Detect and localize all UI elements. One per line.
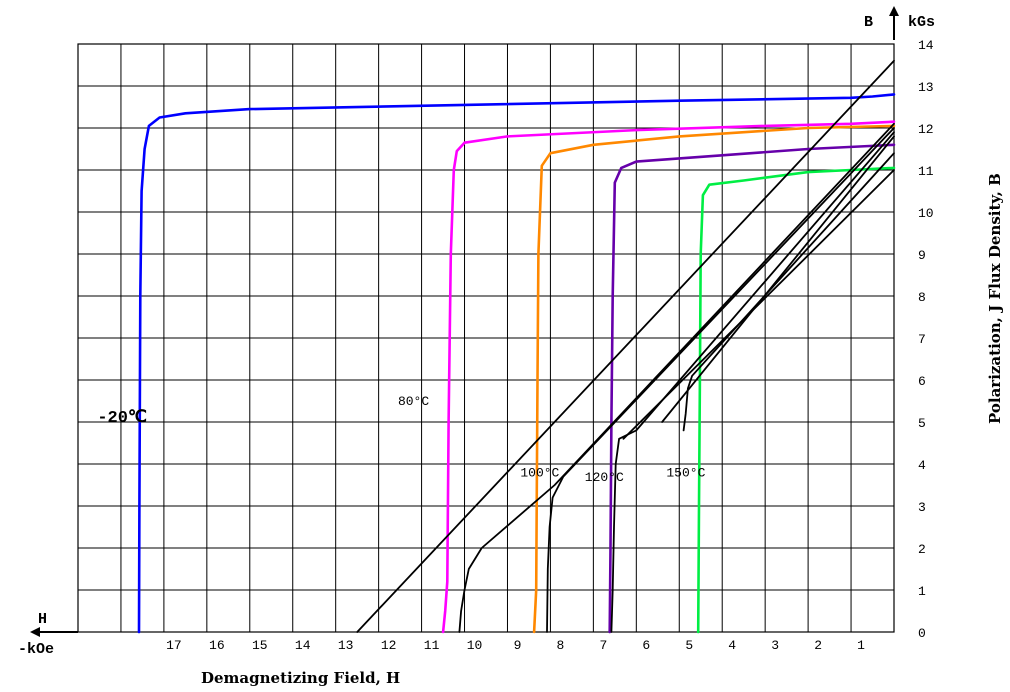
- y-axis-symbol: B: [864, 14, 873, 31]
- curve-label: 80°C: [398, 394, 429, 409]
- y-axis-unit: kGs: [908, 14, 935, 31]
- x-tick-label: 7: [599, 638, 607, 653]
- x-axis-arrowhead: [30, 627, 40, 637]
- y-tick-label: 1: [918, 584, 926, 599]
- y-tick-label: 13: [918, 80, 934, 95]
- y-tick-label: 9: [918, 248, 926, 263]
- curve-labels: -20℃ 80°C 100°C 120°C 150°C: [97, 394, 705, 485]
- y-tick-label: 4: [918, 458, 926, 473]
- x-tick-label: 13: [338, 638, 354, 653]
- curve-120-c: [608, 143, 896, 634]
- x-tick-label: 17: [166, 638, 182, 653]
- curve-normal-100: [546, 127, 895, 633]
- x-tick-label: 5: [685, 638, 693, 653]
- y-tick-label: 5: [918, 416, 926, 431]
- y-axis-label: Polarization, J Flux Density, B: [986, 173, 1004, 424]
- y-tick-label: 2: [918, 542, 926, 557]
- x-tick-label: 3: [771, 638, 779, 653]
- x-tick-label: 15: [252, 638, 268, 653]
- x-tick-label: 12: [381, 638, 397, 653]
- curve-normal-80: [458, 122, 895, 633]
- x-axis-unit: -kOe: [18, 641, 54, 658]
- curve-100-c: [532, 124, 896, 634]
- curve-normal-120b: [661, 135, 895, 423]
- curve-150-c: [696, 166, 896, 634]
- x-tick-label: 9: [514, 638, 522, 653]
- y-tick-label: 7: [918, 332, 926, 347]
- chart-curves: [137, 59, 896, 634]
- x-tick-label: 10: [467, 638, 483, 653]
- y-tick-label: 10: [918, 206, 934, 221]
- y-tick-label: 14: [918, 38, 934, 53]
- x-tick-label: 2: [814, 638, 822, 653]
- curve-label: 120°C: [585, 470, 624, 485]
- curve-normal-120: [610, 131, 895, 633]
- curve-label: 150°C: [666, 466, 705, 481]
- y-tick-label: 8: [918, 290, 926, 305]
- x-tick-label: 16: [209, 638, 225, 653]
- curve-normal-150: [682, 152, 895, 432]
- y-tick-label: 11: [918, 164, 934, 179]
- y-tick-label: 3: [918, 500, 926, 515]
- y-tick-label: 0: [918, 626, 926, 641]
- curve-label: -20℃: [97, 409, 147, 428]
- curve-80-c: [441, 120, 896, 634]
- curve-label: 100°C: [520, 466, 559, 481]
- curve--20-: [137, 93, 896, 634]
- x-axis-label: Demagnetizing Field, H: [201, 669, 400, 687]
- x-tick-label: 14: [295, 638, 311, 653]
- x-axis-symbol: H: [38, 611, 47, 628]
- x-tick-label: 4: [728, 638, 736, 653]
- y-tick-label: 6: [918, 374, 926, 389]
- curve-normal-20: [356, 59, 895, 633]
- tick-labels: 17 16 15 14 13 12 11 10 9 8 7 6 5 4 3 2 1012345678910111…: [166, 38, 934, 653]
- x-tick-label: 1: [857, 638, 865, 653]
- x-tick-label: 8: [557, 638, 565, 653]
- chart-grid: [77, 43, 895, 633]
- x-tick-label: 11: [424, 638, 440, 653]
- y-axis-arrowhead: [889, 6, 899, 16]
- x-tick-label: 6: [642, 638, 650, 653]
- y-tick-label: 12: [918, 122, 934, 137]
